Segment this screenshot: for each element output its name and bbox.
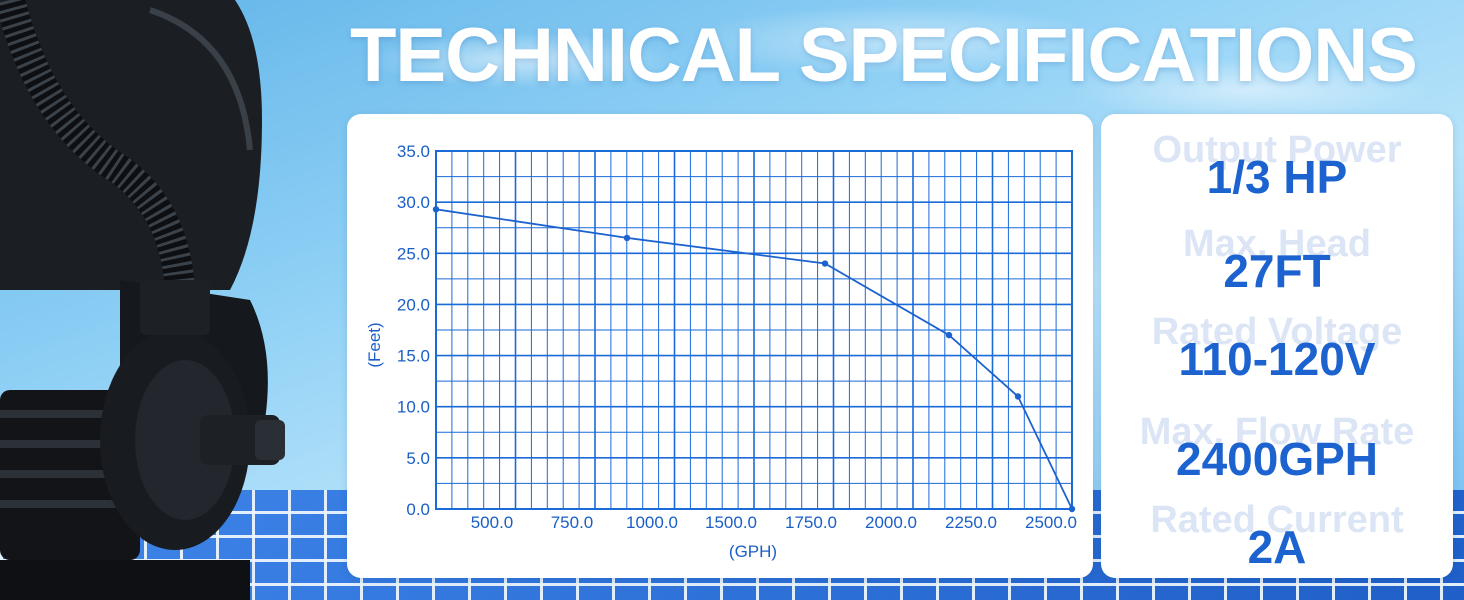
- spec-max-head: Max. Head 27FT: [1101, 222, 1453, 316]
- spec-value: 27FT: [1223, 245, 1331, 297]
- plot-frame: [435, 150, 1073, 510]
- x-tick-label: 2500.0: [1025, 513, 1077, 532]
- x-tick-label: 2000.0: [865, 513, 917, 532]
- spec-rated-voltage: Rated Voltage 110-120V: [1101, 310, 1453, 404]
- pump-image: [0, 0, 285, 600]
- y-tick-label: 30.0: [397, 193, 430, 212]
- page-title: TECHNICAL SPECIFICATIONS: [350, 13, 1418, 98]
- data-point: [1068, 505, 1076, 513]
- performance-chart: 0.0 5.0 10.0 15.0 20.0 25.0 30.0 35.0 500.0 750.0…: [365, 142, 1077, 561]
- chart-card: 0.0 5.0 10.0 15.0 20.0 25.0 30.0 35.0 500.0 750.0…: [347, 114, 1093, 578]
- y-tick-label: 5.0: [406, 449, 430, 468]
- series-line: [435, 208, 1073, 510]
- spec-label: Max. Flow Rate: [1139, 411, 1415, 453]
- x-tick-label: 750.0: [551, 513, 594, 532]
- y-tick-label: 35.0: [397, 142, 430, 161]
- spec-output-power: Output Power 1/3 HP: [1101, 128, 1453, 222]
- data-point: [1014, 393, 1022, 400]
- spec-max-flow-rate: Max. Flow Rate 2400GPH: [1101, 410, 1453, 504]
- spec-label: Output Power: [1152, 129, 1402, 171]
- y-tick-label: 15.0: [397, 347, 430, 366]
- spec-label: Max. Head: [1183, 223, 1371, 265]
- y-axis-label: (Feet): [365, 322, 384, 367]
- x-tick-label: 2250.0: [945, 513, 997, 532]
- spec-value: 2A: [1247, 521, 1307, 573]
- x-tick-label: 1500.0: [705, 513, 757, 532]
- x-axis-label: (GPH): [729, 542, 777, 561]
- data-point: [821, 260, 829, 267]
- data-point: [623, 234, 631, 242]
- spec-rated-current: Rated Current 2A: [1101, 498, 1453, 592]
- y-tick-label: 10.0: [397, 398, 430, 417]
- spec-value: 110-120V: [1178, 333, 1376, 385]
- y-tick-label: 0.0: [406, 500, 430, 519]
- x-tick-label: 1750.0: [785, 513, 837, 532]
- data-point: [432, 206, 440, 213]
- spec-label: Rated Current: [1150, 499, 1404, 541]
- x-tick-label: 1000.0: [626, 513, 678, 532]
- y-tick-label: 25.0: [397, 244, 430, 263]
- x-tick-label: 500.0: [471, 513, 514, 532]
- data-point: [945, 331, 953, 339]
- spec-card: Output Power 1/3 HP Max. Head 27FT Rated…: [1101, 114, 1453, 578]
- spec-value: 2400GPH: [1175, 433, 1378, 485]
- spec-label: Rated Voltage: [1151, 311, 1403, 353]
- spec-value: 1/3 HP: [1206, 151, 1348, 203]
- y-tick-label: 20.0: [397, 295, 430, 314]
